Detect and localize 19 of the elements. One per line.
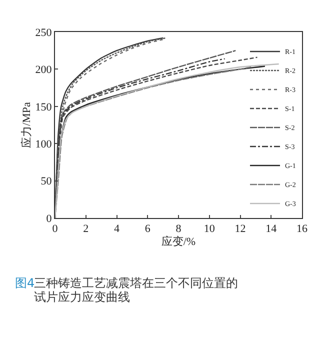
x-tick-label: 8: [176, 223, 182, 236]
x-tick-label: 10: [204, 223, 216, 236]
x-axis-title: 应变/%: [161, 235, 196, 248]
text: 试片应力应变曲线: [34, 290, 130, 304]
x-tick-label: 2: [83, 223, 89, 236]
y-tick-label: 100: [35, 138, 52, 150]
y-axis-title: 应力/MPa: [20, 102, 33, 148]
y-tick-label: 250: [35, 26, 52, 39]
y-tick-label: 150: [35, 101, 52, 114]
x-tick-label: 6: [144, 223, 151, 236]
y-tick-label: 50: [40, 176, 52, 188]
y-tick-label: 200: [35, 64, 52, 76]
text: 三种铸造工艺减震塔在三个不同位置的: [34, 276, 238, 290]
x-tick-label: 4: [114, 223, 120, 236]
x-tick-label: 14: [266, 223, 278, 236]
caption: 图4: [15, 276, 35, 290]
y-tick-label: 0: [46, 212, 52, 225]
x-tick-label: 16: [296, 223, 308, 236]
x-tick-label: 12: [234, 223, 246, 236]
